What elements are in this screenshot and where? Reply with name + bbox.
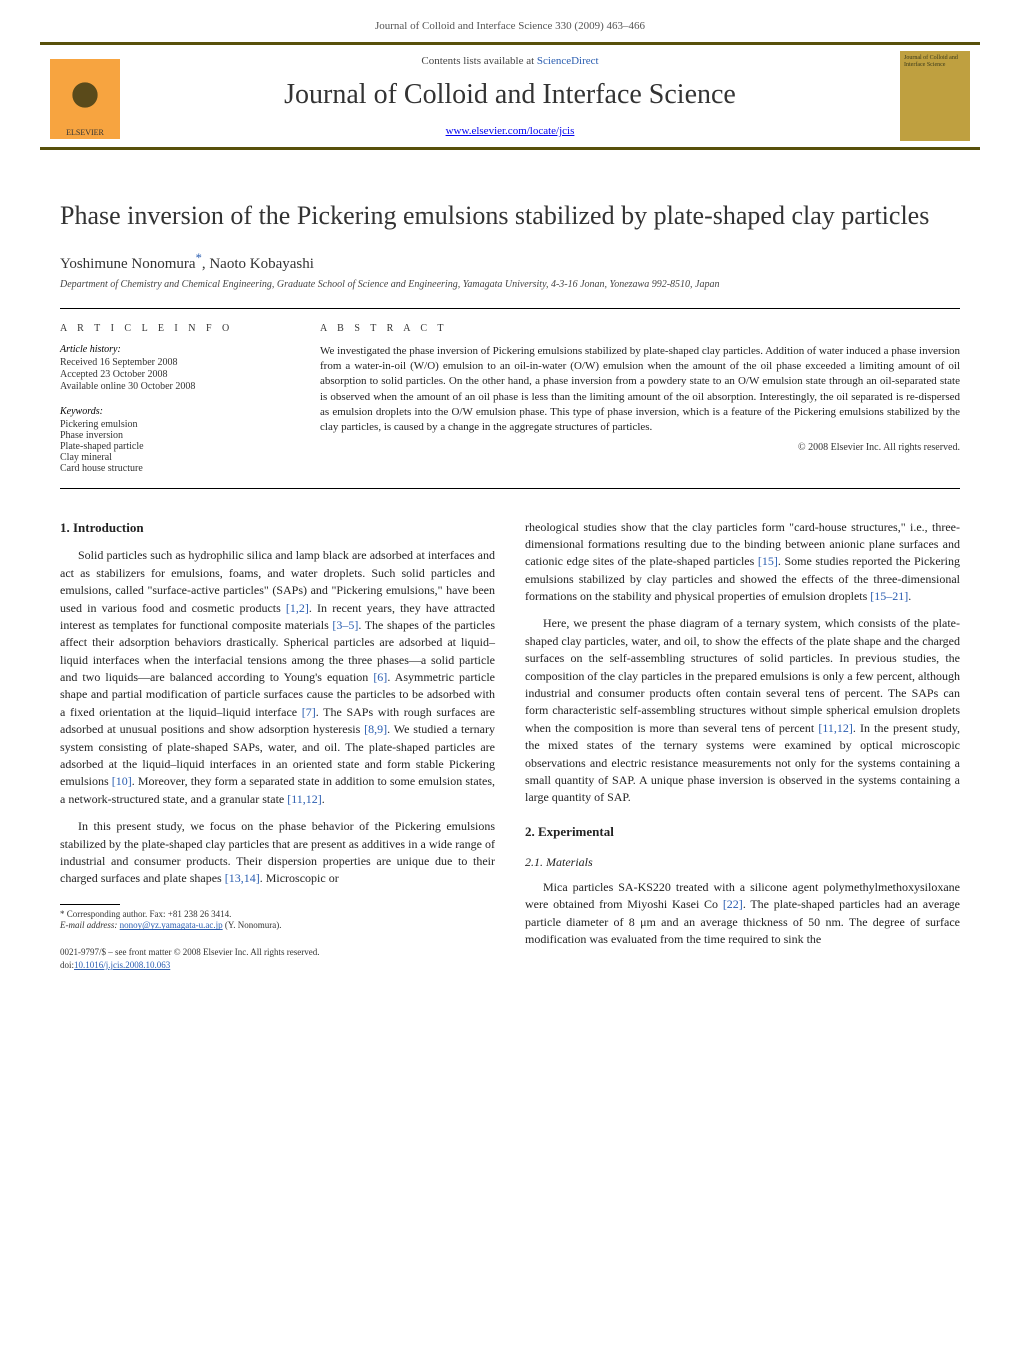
ref-link[interactable]: [8,9] (364, 722, 387, 736)
article-info-heading: A R T I C L E I N F O (60, 323, 280, 334)
section-1-heading: 1. Introduction (60, 519, 495, 538)
affiliation: Department of Chemistry and Chemical Eng… (60, 279, 960, 290)
ref-link[interactable]: [13,14] (225, 871, 260, 885)
running-header: Journal of Colloid and Interface Science… (0, 0, 1020, 42)
right-column: rheological studies show that the clay p… (525, 519, 960, 973)
abstract-heading: A B S T R A C T (320, 323, 960, 334)
ref-link[interactable]: [11,12] (818, 721, 853, 735)
article-body: Phase inversion of the Pickering emulsio… (0, 150, 1020, 1002)
left-column: 1. Introduction Solid particles such as … (60, 519, 495, 973)
abstract-text: We investigated the phase inversion of P… (320, 344, 960, 436)
keywords-heading: Keywords: (60, 406, 280, 417)
history-heading: Article history: (60, 344, 280, 355)
keyword: Plate-shaped particle (60, 441, 280, 452)
sciencedirect-link[interactable]: ScienceDirect (537, 55, 599, 67)
email-line: E-mail address: nonoy@yz.yamagata-u.ac.j… (60, 920, 495, 932)
corresponding-footnote: * Corresponding author. Fax: +81 238 26 … (60, 909, 495, 932)
section-2-heading: 2. Experimental (525, 823, 960, 842)
ref-link[interactable]: [7] (302, 705, 316, 719)
journal-homepage-link[interactable]: www.elsevier.com/locate/jcis (130, 125, 890, 137)
materials-paragraph-1: Mica particles SA-KS220 treated with a s… (525, 879, 960, 949)
ref-link[interactable]: [11,12] (287, 792, 322, 806)
ref-link[interactable]: [10] (112, 774, 132, 788)
email-link[interactable]: nonoy@yz.yamagata-u.ac.jp (120, 920, 223, 930)
journal-name: Journal of Colloid and Interface Science (130, 79, 890, 111)
ref-link[interactable]: [22] (723, 897, 743, 911)
publisher-name: ELSEVIER (66, 128, 104, 137)
contents-prefix: Contents lists available at (421, 55, 536, 67)
article-info-column: A R T I C L E I N F O Article history: R… (60, 323, 280, 474)
body-two-columns: 1. Introduction Solid particles such as … (60, 519, 960, 973)
intro-paragraph-3: Here, we present the phase diagram of a … (525, 615, 960, 806)
elsevier-logo: ELSEVIER (50, 59, 120, 139)
contents-line: Contents lists available at ScienceDirec… (130, 55, 890, 67)
banner-center: Contents lists available at ScienceDirec… (130, 45, 890, 147)
accepted-date: Accepted 23 October 2008 (60, 369, 280, 380)
keywords-block: Keywords: Pickering emulsion Phase inver… (60, 406, 280, 474)
intro-paragraph-2-cont: rheological studies show that the clay p… (525, 519, 960, 606)
corr-author-line: * Corresponding author. Fax: +81 238 26 … (60, 909, 495, 921)
doi-line: doi:10.1016/j.jcis.2008.10.063 (60, 959, 495, 972)
keyword: Pickering emulsion (60, 419, 280, 430)
journal-url[interactable]: www.elsevier.com/locate/jcis (446, 125, 575, 137)
publisher-logo-cell: ELSEVIER (40, 45, 130, 147)
ref-link[interactable]: [15–21] (870, 589, 908, 603)
doi-link[interactable]: 10.1016/j.jcis.2008.10.063 (74, 960, 170, 970)
issn-text: 0021-9797/$ – see front matter © 2008 El… (60, 946, 495, 959)
footnote-separator (60, 904, 120, 905)
authors-line: Yoshimune Nonomura*, Naoto Kobayashi (60, 251, 960, 273)
ref-link[interactable]: [6] (373, 670, 387, 684)
ref-link[interactable]: [15] (758, 554, 778, 568)
journal-cover-thumbnail: Journal of Colloid and Interface Science (900, 51, 970, 141)
abstract-column: A B S T R A C T We investigated the phas… (320, 323, 960, 474)
keyword: Phase inversion (60, 430, 280, 441)
ref-link[interactable]: [3–5] (332, 618, 358, 632)
journal-banner: ELSEVIER Contents lists available at Sci… (40, 42, 980, 150)
issn-copyright-line: 0021-9797/$ – see front matter © 2008 El… (60, 946, 495, 972)
info-abstract-block: A R T I C L E I N F O Article history: R… (60, 308, 960, 489)
section-2-1-heading: 2.1. Materials (525, 854, 960, 871)
ref-link[interactable]: [1,2] (286, 601, 309, 615)
author-2: , Naoto Kobayashi (202, 256, 314, 272)
citation-text: Journal of Colloid and Interface Science… (375, 20, 645, 32)
intro-paragraph-1: Solid particles such as hydrophilic sili… (60, 547, 495, 808)
received-date: Received 16 September 2008 (60, 357, 280, 368)
online-date: Available online 30 October 2008 (60, 381, 280, 392)
elsevier-tree-icon (60, 73, 110, 128)
keyword: Clay mineral (60, 452, 280, 463)
intro-paragraph-2: In this present study, we focus on the p… (60, 818, 495, 888)
cover-cell: Journal of Colloid and Interface Science (890, 45, 980, 147)
keyword: Card house structure (60, 463, 280, 474)
abstract-copyright: © 2008 Elsevier Inc. All rights reserved… (320, 442, 960, 453)
author-1: Yoshimune Nonomura (60, 256, 196, 272)
article-title: Phase inversion of the Pickering emulsio… (60, 200, 960, 233)
